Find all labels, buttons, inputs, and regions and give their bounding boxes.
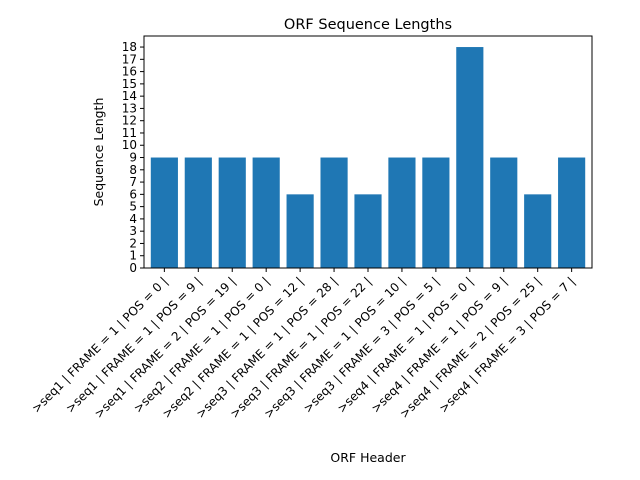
y-tick-label-10: 10 <box>122 138 137 152</box>
y-tick-label-0: 0 <box>129 261 137 275</box>
bar-8 <box>422 157 450 268</box>
plot-frame <box>143 35 593 269</box>
bars-group <box>150 47 586 268</box>
y-tick-label-4: 4 <box>129 212 137 226</box>
y-tick-label-12: 12 <box>122 114 137 128</box>
y-tick-label-11: 11 <box>122 126 137 140</box>
y-axis-label: Sequence Length <box>91 98 106 207</box>
bar-0 <box>150 157 178 268</box>
y-tick-label-9: 9 <box>129 151 137 165</box>
y-tick-label-13: 13 <box>122 101 137 115</box>
y-tick-label-16: 16 <box>122 65 137 79</box>
y-tick-label-1: 1 <box>129 249 137 263</box>
y-tick-label-3: 3 <box>129 224 137 238</box>
bar-3 <box>252 157 280 268</box>
y-tick-label-7: 7 <box>129 175 137 189</box>
y-tick-label-2: 2 <box>129 236 137 250</box>
bar-7 <box>388 157 416 268</box>
y-tick-label-8: 8 <box>129 163 137 177</box>
y-tick-label-18: 18 <box>122 40 137 54</box>
bar-2 <box>218 157 246 268</box>
y-tick-label-14: 14 <box>122 89 137 103</box>
bar-6 <box>354 194 382 268</box>
y-tick-label-17: 17 <box>122 52 137 66</box>
x-axis-ticks: >seq1 | FRAME = 1 | POS = 0 |>seq1 | FRA… <box>29 268 578 421</box>
x-axis-label: ORF Header <box>330 450 406 465</box>
bar-5 <box>320 157 348 268</box>
bar-1 <box>184 157 212 268</box>
y-tick-label-15: 15 <box>122 77 137 91</box>
chart-title: ORF Sequence Lengths <box>284 17 452 33</box>
y-tick-label-5: 5 <box>129 200 137 214</box>
bar-9 <box>456 47 484 268</box>
y-tick-label-6: 6 <box>129 187 137 201</box>
bar-10 <box>490 157 518 268</box>
bar-12 <box>558 157 586 268</box>
bar-4 <box>286 194 314 268</box>
bar-11 <box>524 194 552 268</box>
